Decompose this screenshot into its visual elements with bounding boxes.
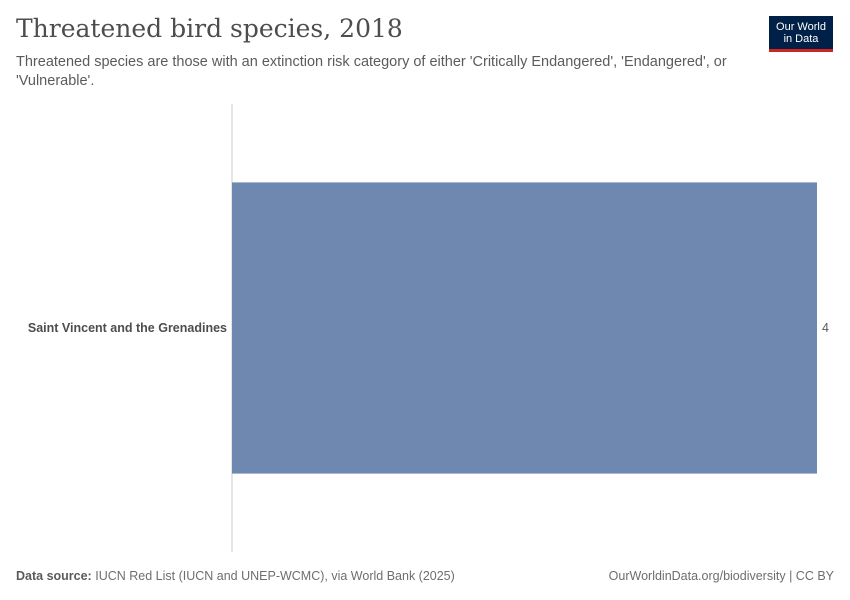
owid-logo[interactable]: Our World in Data [769, 16, 833, 52]
logo-line-1: Our World [776, 21, 826, 33]
data-source-label: Data source: [16, 569, 92, 583]
data-source-text[interactable]: IUCN Red List (IUCN and UNEP-WCMC), via … [95, 569, 455, 583]
chart-title: Threatened bird species, 2018 [16, 14, 403, 43]
data-source: Data source: IUCN Red List (IUCN and UNE… [16, 569, 455, 583]
chart-subtitle: Threatened species are those with an ext… [16, 54, 727, 89]
category-label: Saint Vincent and the Grenadines [28, 321, 227, 335]
value-label: 4 [822, 321, 829, 335]
logo-line-2: in Data [783, 33, 819, 45]
footer-link[interactable]: OurWorldinData.org/biodiversity | CC BY [608, 569, 834, 583]
bar[interactable] [232, 182, 817, 474]
bars-group: Saint Vincent and the Grenadines 4 [28, 182, 829, 474]
